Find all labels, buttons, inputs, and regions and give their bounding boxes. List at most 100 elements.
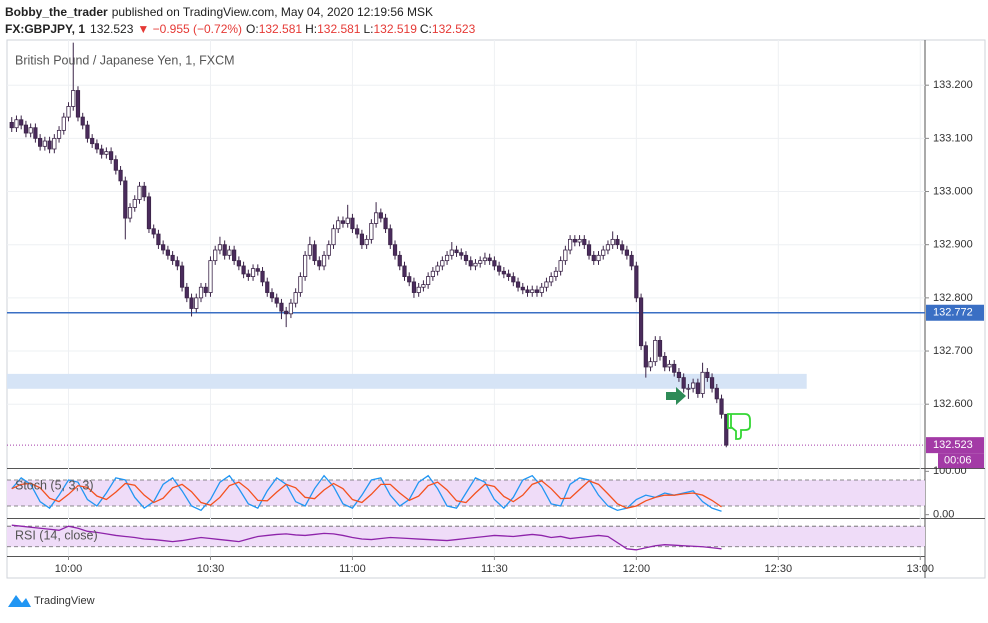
candle-body (364, 238, 369, 246)
y-tick-label: 132.700 (933, 345, 973, 357)
l-value: 132.519 (374, 22, 418, 36)
candle-body (345, 217, 350, 224)
candle-body (695, 382, 700, 394)
y-tick-label: 133.200 (933, 79, 973, 91)
frame (6, 39, 986, 579)
candle-body (279, 302, 284, 312)
pane-title: RSI (14, close) (15, 528, 98, 542)
candle-body (473, 262, 478, 267)
candle-body (38, 137, 43, 147)
y-tick-label: 132.900 (933, 239, 973, 251)
candle-body (563, 249, 568, 262)
candle-body (506, 273, 511, 277)
candle-body (591, 254, 596, 262)
candle-body (568, 238, 573, 251)
candle-body (643, 345, 648, 368)
candle-body (634, 265, 639, 299)
candle-body (549, 276, 554, 283)
arrow-drawing (666, 387, 686, 405)
candle-body (321, 254, 327, 267)
candle-body (142, 185, 147, 198)
candle-body (90, 137, 95, 145)
candle-body (298, 276, 303, 293)
candle-body (355, 228, 360, 235)
candle-body (586, 244, 592, 256)
candle-body (653, 339, 658, 363)
candle-body (525, 289, 530, 293)
candle-body (317, 260, 322, 267)
header-line-1: Bobby_the_trader published on TradingView… (5, 5, 433, 19)
candle-body (331, 228, 336, 246)
h-value: 132.581 (317, 22, 361, 36)
candle-body (553, 270, 559, 277)
candle-body (482, 257, 488, 262)
candle-body (203, 286, 208, 293)
candle-body (582, 238, 587, 246)
header-line-2: FX:GBPJPY, 1 132.523 ▼ −0.955 (−0.72%) O:13… (5, 22, 476, 36)
candle-body (241, 265, 246, 275)
candle-body (369, 223, 374, 240)
thumbs-down-drawing (727, 413, 751, 440)
candle-body (435, 265, 440, 272)
candle-body (99, 148, 104, 155)
x-tick-label: 11:30 (481, 563, 508, 575)
candle-body (127, 207, 133, 219)
candle-body (123, 180, 128, 219)
candle-body (497, 265, 502, 272)
y-tick-label: 132.800 (933, 292, 973, 304)
y-tick-label: 132.600 (933, 398, 973, 410)
candle-body (558, 260, 563, 272)
candle-body (307, 244, 312, 256)
candle-body (28, 127, 33, 134)
candle-body (388, 228, 393, 246)
candle-body (184, 286, 189, 299)
candle-body (724, 413, 729, 446)
candle-body (75, 90, 81, 118)
indicator-line (11, 524, 722, 551)
indicator-line (11, 474, 722, 512)
candle-body (520, 286, 525, 291)
candle-body (577, 238, 582, 243)
candle-body (378, 212, 383, 219)
candle-body (109, 151, 114, 161)
candle-body (610, 238, 615, 246)
candle-body (293, 292, 298, 304)
candle-body (468, 260, 473, 267)
candle-body (530, 289, 535, 293)
indicator-line (11, 480, 722, 509)
candle-body (232, 249, 237, 262)
candle-body (137, 185, 142, 200)
candle-body (463, 254, 469, 262)
candle-body (52, 137, 57, 150)
candle-body (444, 254, 450, 262)
candle-body (601, 249, 606, 256)
candle-body (33, 127, 38, 139)
candle-body (194, 297, 199, 309)
candle-body (104, 151, 109, 155)
candle-body (629, 254, 634, 267)
y-tick-label: 133.000 (933, 185, 973, 197)
candle-body (383, 217, 388, 230)
candle-body (487, 257, 492, 262)
candle-body (511, 276, 516, 283)
candle-body (165, 249, 170, 256)
candle-body (430, 270, 435, 277)
candle-body (676, 371, 682, 379)
brand: TradingView (34, 595, 95, 607)
level-label: 132.772 (933, 307, 973, 319)
candle-body (151, 228, 156, 235)
candle-body (255, 268, 260, 272)
candle-body (402, 265, 407, 277)
published: published on TradingView.com, May 04, 20… (112, 5, 433, 19)
candle-body (246, 273, 251, 277)
o-value: 132.581 (259, 22, 303, 36)
candle-body (56, 129, 62, 139)
candle-body (539, 286, 544, 293)
x-tick-label: 10:30 (197, 563, 225, 575)
candle-body (624, 249, 629, 256)
pane-title: Stoch (5, 3, 3) (15, 478, 94, 492)
candle-body (47, 140, 52, 150)
candle-body (459, 252, 464, 256)
